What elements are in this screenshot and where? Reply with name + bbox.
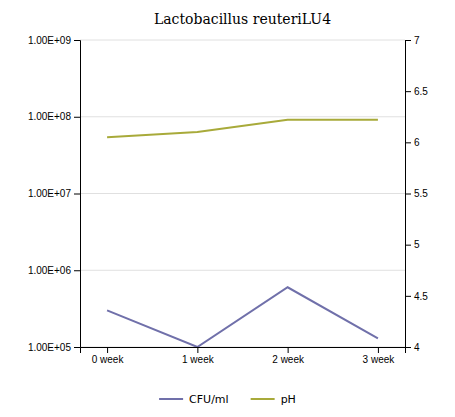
chart: Lactobacillus reuteriLU4 0 week 1 week 2 we… <box>0 0 455 417</box>
y-axis: 1.00E+05 1.00E+06 1.00E+07 1.00E+08 1.00E+09 <box>28 35 81 353</box>
grid-line <box>80 116 405 117</box>
tick: 1.00E+07 <box>28 188 80 199</box>
tick: 6 <box>405 137 420 148</box>
tick-mark <box>288 347 289 353</box>
line <box>107 287 378 347</box>
tick-label: 1.00E+09 <box>28 35 72 46</box>
tick: 2 week <box>272 347 305 365</box>
legend-label: CFU/ml <box>189 393 229 406</box>
tick-label: 2 week <box>272 354 305 365</box>
tick: 4 <box>405 342 420 353</box>
tick-label: 4 <box>414 342 420 353</box>
tick: 6.5 <box>405 86 428 97</box>
tick-mark <box>74 347 80 348</box>
tick-label: 4.5 <box>414 291 428 302</box>
tick: 4.5 <box>405 291 428 302</box>
tick-mark <box>405 245 411 246</box>
tick: 1.00E+05 <box>28 342 80 353</box>
tick-mark <box>107 347 108 353</box>
tick-label: 5.5 <box>414 188 428 199</box>
axis-line <box>74 41 81 348</box>
x-axis: 0 week 1 week 2 week 3 week <box>81 347 406 365</box>
tick-mark <box>405 91 411 92</box>
tick: 5 <box>405 239 420 250</box>
tick: 0 week <box>92 347 125 365</box>
grid-line <box>80 193 405 194</box>
y2-axis: 4 4.5 5 5.5 6 6.5 7 <box>405 35 428 353</box>
tick-label: 5 <box>414 239 420 250</box>
tick-mark <box>405 40 411 41</box>
grid-line <box>80 40 405 41</box>
tick-label: 6 <box>414 137 420 148</box>
legend-label: pH <box>281 393 296 406</box>
grid-line <box>80 270 405 271</box>
tick-mark <box>197 347 198 353</box>
tick-mark <box>74 270 80 271</box>
tick-label: 3 week <box>363 354 396 365</box>
tick-mark <box>405 296 411 297</box>
tick-mark <box>74 117 80 118</box>
axis-line <box>406 41 412 348</box>
legend-swatch <box>159 398 183 400</box>
tick-mark <box>74 194 80 195</box>
grid <box>80 40 405 347</box>
tick-mark <box>405 142 411 143</box>
legend: CFU/ml pH <box>159 393 296 406</box>
tick-mark <box>405 194 411 195</box>
plot: 0 week 1 week 2 week 3 week 1.00E+05 1.00E+06… <box>28 35 428 365</box>
tick-label: 1.00E+07 <box>28 188 72 199</box>
tick-label: 0 week <box>92 354 125 365</box>
title: Lactobacillus reuteriLU4 <box>154 11 331 27</box>
tick: 1.00E+08 <box>28 111 80 122</box>
tick: 7 <box>405 35 420 46</box>
tick-label: 1.00E+08 <box>28 111 72 122</box>
tick-label: 6.5 <box>414 86 428 97</box>
legend-item: CFU/ml <box>159 393 229 406</box>
tick: 1.00E+06 <box>28 265 80 276</box>
axis-line <box>81 348 406 354</box>
series-group <box>107 120 378 347</box>
line <box>107 120 378 137</box>
tick: 5.5 <box>405 188 428 199</box>
legend-item: pH <box>251 393 296 406</box>
tick: 1 week <box>182 347 215 365</box>
tick: 1.00E+09 <box>28 35 80 46</box>
tick-mark <box>405 347 411 348</box>
tick-label: 1.00E+06 <box>28 265 72 276</box>
tick: 3 week <box>363 347 396 365</box>
legend-swatch <box>251 398 275 400</box>
tick-mark <box>74 40 80 41</box>
tick-label: 1.00E+05 <box>28 342 72 353</box>
tick-label: 7 <box>414 35 420 46</box>
tick-mark <box>378 347 379 353</box>
tick-label: 1 week <box>182 354 215 365</box>
